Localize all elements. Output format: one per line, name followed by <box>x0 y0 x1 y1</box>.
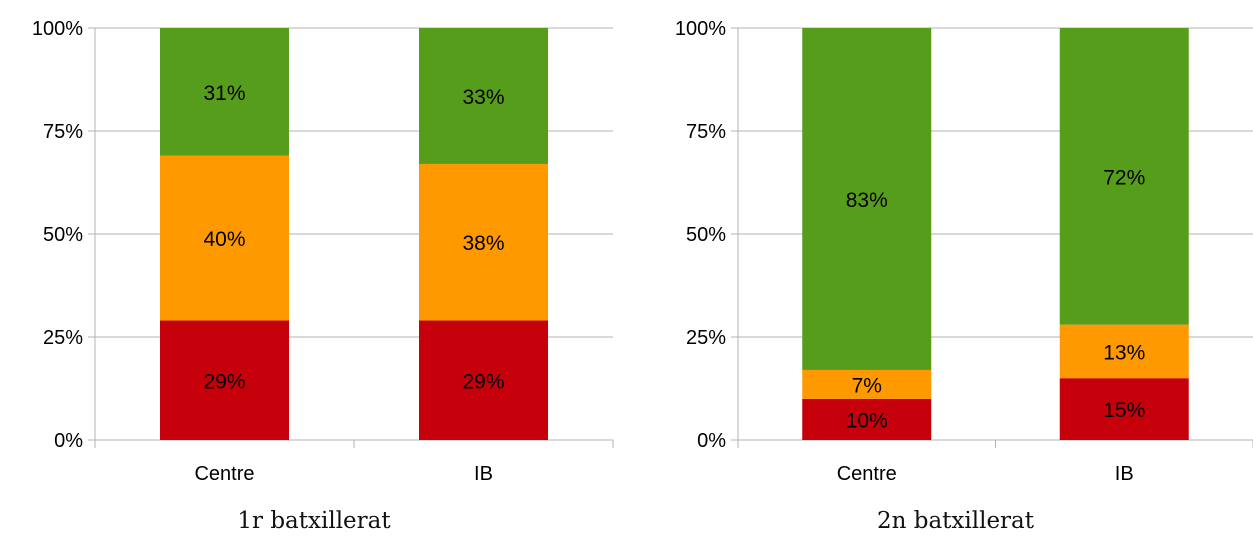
y-tick-label: 50% <box>43 224 83 246</box>
y-tick-label: 25% <box>43 327 83 349</box>
data-label: 29% <box>462 370 504 393</box>
category-label: Centre <box>194 463 254 485</box>
chart-title: 1r batxillerat <box>237 508 391 534</box>
bar-segment <box>1059 28 1189 325</box>
y-tick-label: 100% <box>32 18 83 40</box>
bar-segment <box>1059 324 1189 379</box>
y-tick-label: 75% <box>686 121 726 143</box>
data-label: 10% <box>846 409 888 432</box>
data-label: 72% <box>1103 166 1145 189</box>
bar-segment <box>802 369 932 399</box>
category-label: Centre <box>837 463 897 485</box>
y-tick-label: 75% <box>43 121 83 143</box>
y-tick-label: 25% <box>686 327 726 349</box>
data-label: 29% <box>203 370 245 393</box>
y-tick-label: 0% <box>54 430 83 452</box>
data-label: 33% <box>462 86 504 109</box>
y-tick-label: 0% <box>697 430 726 452</box>
category-label: IB <box>1115 463 1134 485</box>
data-label: 31% <box>203 82 245 105</box>
bar-segment <box>160 28 289 156</box>
bar-segment <box>160 320 289 440</box>
data-label: 7% <box>852 374 882 397</box>
data-label: 13% <box>1103 341 1145 364</box>
y-tick-label: 100% <box>675 18 726 40</box>
bar-segment <box>802 28 932 370</box>
data-label: 15% <box>1103 399 1145 422</box>
y-tick-label: 50% <box>686 224 726 246</box>
chart-2n-batxillerat: 0% 25% 50% 75% 100% Centre IB 10% 7% 83% 15% 13% 72%… <box>675 18 1253 534</box>
bar-segment <box>419 320 548 440</box>
data-label: 40% <box>203 228 245 251</box>
bar-segment <box>419 163 548 321</box>
bar-segment <box>1059 378 1189 440</box>
bar-segment <box>802 398 932 440</box>
chart-title: 2n batxillerat <box>877 508 1035 534</box>
bar-segment <box>160 155 289 321</box>
chart-1r-batxillerat: 0% 25% 50% 75% 100% Centre IB 29% 40% 31% 29% 38% 33… <box>32 18 614 534</box>
data-label: 38% <box>462 232 504 255</box>
data-label: 83% <box>846 189 888 212</box>
bar-segment <box>419 28 548 164</box>
category-label: IB <box>474 463 493 485</box>
